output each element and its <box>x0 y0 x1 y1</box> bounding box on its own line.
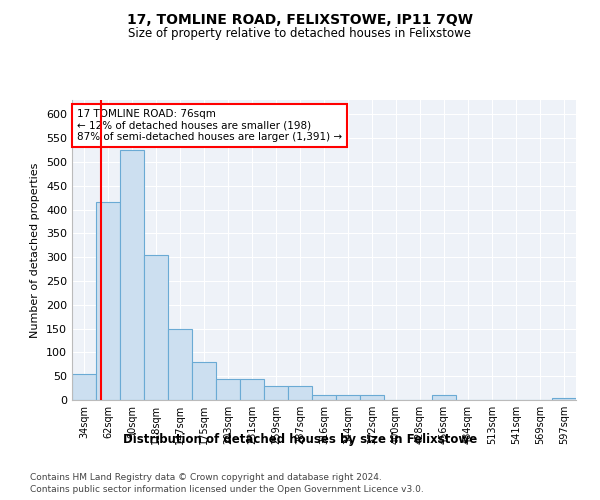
Bar <box>288 386 312 400</box>
Bar <box>360 395 384 400</box>
Text: Contains public sector information licensed under the Open Government Licence v3: Contains public sector information licen… <box>30 485 424 494</box>
Bar <box>192 362 216 400</box>
Text: 17, TOMLINE ROAD, FELIXSTOWE, IP11 7QW: 17, TOMLINE ROAD, FELIXSTOWE, IP11 7QW <box>127 12 473 26</box>
Text: Size of property relative to detached houses in Felixstowe: Size of property relative to detached ho… <box>128 28 472 40</box>
Bar <box>312 395 336 400</box>
Text: 17 TOMLINE ROAD: 76sqm
← 12% of detached houses are smaller (198)
87% of semi-de: 17 TOMLINE ROAD: 76sqm ← 12% of detached… <box>77 109 342 142</box>
Bar <box>432 395 456 400</box>
Bar <box>168 328 192 400</box>
Bar <box>336 395 360 400</box>
Bar <box>264 386 288 400</box>
Bar <box>72 374 96 400</box>
Text: Distribution of detached houses by size in Felixstowe: Distribution of detached houses by size … <box>123 432 477 446</box>
Bar <box>120 150 144 400</box>
Bar <box>144 255 168 400</box>
Text: Contains HM Land Registry data © Crown copyright and database right 2024.: Contains HM Land Registry data © Crown c… <box>30 472 382 482</box>
Bar <box>216 378 240 400</box>
Bar <box>96 202 120 400</box>
Y-axis label: Number of detached properties: Number of detached properties <box>31 162 40 338</box>
Bar <box>240 378 264 400</box>
Bar <box>552 398 576 400</box>
